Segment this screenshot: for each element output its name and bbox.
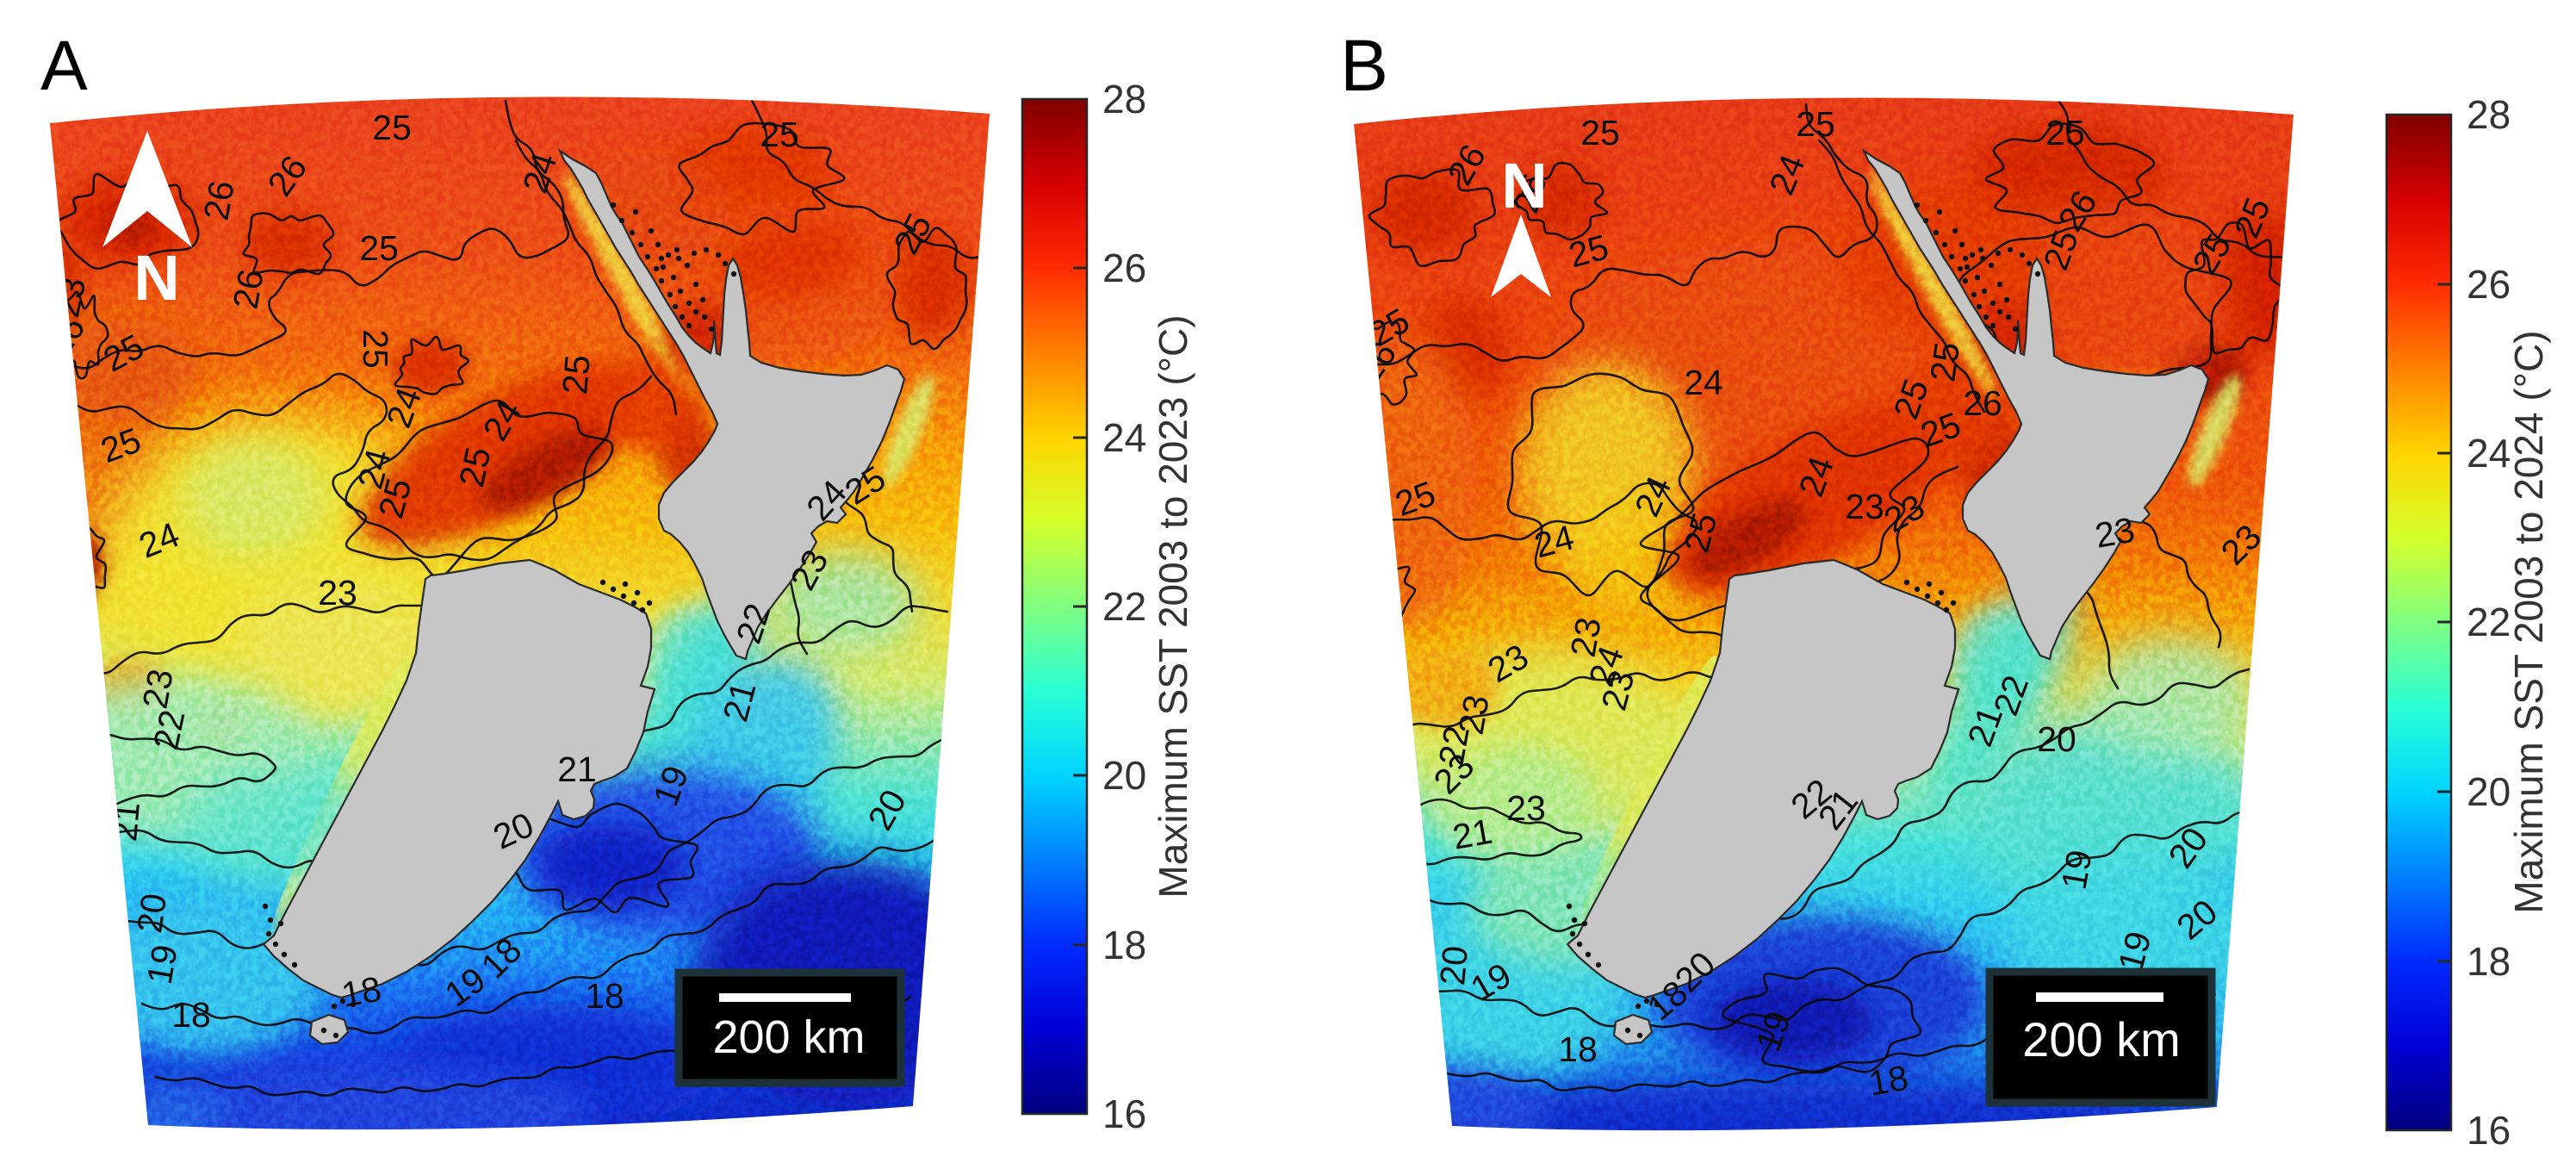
svg-text:A: A [40, 27, 88, 105]
svg-text:23: 23 [1451, 692, 1497, 737]
svg-text:18: 18 [1558, 1029, 1598, 1069]
svg-text:26: 26 [1963, 383, 2002, 423]
svg-text:200 km: 200 km [2022, 1012, 2181, 1067]
svg-text:N: N [133, 242, 179, 314]
svg-text:23: 23 [135, 666, 181, 712]
svg-text:18: 18 [585, 976, 624, 1016]
svg-text:20: 20 [1102, 753, 1146, 798]
svg-text:B: B [1340, 25, 1388, 106]
svg-text:23: 23 [1845, 487, 1884, 526]
svg-text:22: 22 [1102, 584, 1146, 629]
svg-text:23: 23 [1506, 788, 1546, 828]
svg-text:25: 25 [1922, 339, 1967, 384]
svg-text:N: N [1501, 150, 1547, 221]
svg-text:26: 26 [1102, 246, 1146, 290]
svg-text:25: 25 [356, 329, 395, 369]
svg-text:18: 18 [1865, 1058, 1911, 1104]
svg-text:21: 21 [1449, 812, 1495, 857]
svg-text:19: 19 [140, 942, 185, 987]
svg-text:25: 25 [555, 353, 598, 395]
svg-text:24: 24 [1684, 363, 1723, 402]
svg-text:25: 25 [359, 228, 399, 268]
svg-text:26: 26 [2467, 262, 2511, 307]
svg-text:25: 25 [2045, 113, 2085, 152]
svg-text:18: 18 [2467, 939, 2511, 984]
svg-text:25: 25 [760, 115, 799, 154]
svg-text:25: 25 [451, 444, 498, 490]
svg-text:23: 23 [2092, 510, 2138, 556]
svg-text:18: 18 [1102, 923, 1146, 967]
svg-text:25: 25 [1796, 104, 1835, 144]
svg-text:Maximum SST 2003 to 2023 (°C): Maximum SST 2003 to 2023 (°C) [1151, 314, 1195, 898]
svg-text:28: 28 [2467, 92, 2511, 137]
svg-text:28: 28 [1102, 77, 1146, 121]
svg-text:200 km: 200 km [712, 1011, 865, 1063]
svg-text:Maximum SST 2003 to 2024 (°C): Maximum SST 2003 to 2024 (°C) [2506, 330, 2551, 913]
svg-text:22: 22 [146, 706, 192, 753]
svg-text:25: 25 [1580, 113, 1620, 152]
svg-text:16: 16 [2467, 1108, 2511, 1153]
svg-text:20: 20 [2467, 769, 2511, 814]
svg-text:24: 24 [1102, 415, 1146, 460]
svg-text:20: 20 [129, 891, 174, 936]
svg-text:19: 19 [2054, 847, 2100, 892]
svg-text:25: 25 [372, 108, 412, 147]
svg-text:16: 16 [1102, 1091, 1146, 1136]
svg-text:23: 23 [318, 573, 357, 613]
svg-text:24: 24 [2467, 431, 2511, 476]
svg-text:22: 22 [2467, 600, 2511, 644]
svg-text:22: 22 [1431, 723, 1477, 768]
svg-text:23: 23 [1563, 614, 1609, 660]
svg-text:18: 18 [171, 995, 211, 1035]
svg-text:26: 26 [226, 266, 271, 312]
svg-text:18: 18 [338, 969, 384, 1015]
svg-text:21: 21 [557, 749, 597, 789]
svg-text:20: 20 [2037, 719, 2076, 759]
svg-text:20: 20 [1432, 944, 1475, 986]
svg-text:26: 26 [196, 177, 242, 223]
